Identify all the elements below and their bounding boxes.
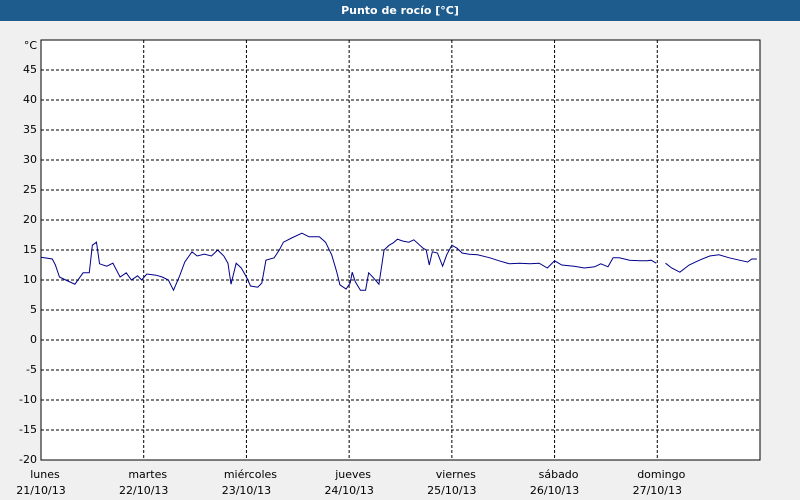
x-tick-date: 25/10/13: [427, 484, 476, 497]
y-tick-label: 15: [23, 243, 37, 256]
x-tick-label: jueves: [334, 468, 371, 481]
x-tick-date: 24/10/13: [324, 484, 373, 497]
y-tick-label: -15: [19, 423, 37, 436]
title-bar: [0, 0, 800, 21]
chart-title: Punto de rocío [°C]: [341, 4, 459, 17]
x-tick-label: domingo: [637, 468, 685, 481]
y-tick-label: 35: [23, 123, 37, 136]
y-tick-label: 40: [23, 93, 37, 106]
y-tick-label: 0: [30, 333, 37, 346]
y-tick-label: 20: [23, 213, 37, 226]
y-tick-label: -5: [26, 363, 37, 376]
x-tick-date: 27/10/13: [633, 484, 682, 497]
y-tick-label: 5: [30, 303, 37, 316]
y-tick-label: 30: [23, 153, 37, 166]
y-unit: °C: [24, 39, 38, 52]
x-tick-label: viernes: [436, 468, 476, 481]
plot-border: [40, 39, 761, 461]
y-tick-label: 10: [23, 273, 37, 286]
y-tick-label: 25: [23, 183, 37, 196]
y-tick-label: -10: [19, 393, 37, 406]
x-tick-date: 26/10/13: [530, 484, 579, 497]
x-tick-label: miércoles: [224, 468, 277, 481]
x-tick-date: 22/10/13: [119, 484, 168, 497]
y-tick-label: 45: [23, 63, 37, 76]
x-tick-label: martes: [128, 468, 167, 481]
plot-area: [40, 39, 761, 461]
y-tick-label: -20: [19, 453, 37, 466]
x-tick-label: sábado: [539, 468, 579, 481]
x-tick-date: 21/10/13: [16, 484, 65, 497]
x-tick-label: lunes: [30, 468, 60, 481]
x-tick-date: 23/10/13: [222, 484, 271, 497]
data-line: [40, 232, 757, 292]
